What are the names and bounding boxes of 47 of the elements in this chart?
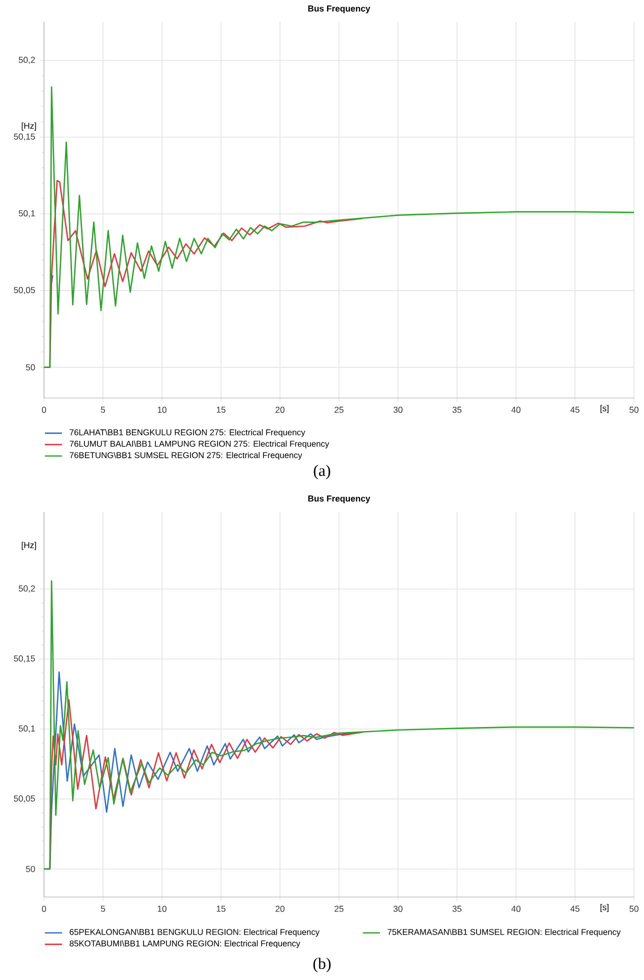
text: (a) [314, 464, 330, 480]
x-tick-label: 15 [216, 906, 226, 912]
x-tick-label: 30 [394, 406, 402, 413]
x-tick-label: 0 [42, 406, 46, 413]
x-tick-label: 45 [570, 406, 580, 413]
y-tick-label: 50,1 [18, 210, 35, 218]
legend-label: 85KOTABUMI\BB1 LAMPUNG REGION: Electrical Frequency [70, 940, 300, 948]
x-tick-label: 25 [334, 406, 344, 413]
y-tick-label: 50,2 [18, 585, 35, 593]
y-tick-label: 50 [26, 364, 35, 370]
legend-label: 76LUMUT BALAI\BB1 LAMPUNG REGION 275: Electrical Frequency [70, 440, 330, 448]
x-tick-label: 40 [511, 906, 520, 912]
x-axis-title: [s] [600, 404, 608, 414]
x-tick-label: 45 [570, 906, 580, 912]
x-tick-label: 35 [452, 906, 462, 912]
legend-label: 75KERAMASAN\BB1 SUMSEL REGION: Electrical Frequency [388, 928, 621, 937]
y-tick-label: 50,05 [14, 287, 35, 294]
y-axis-title: [Hz] [22, 542, 36, 550]
chart-title: Bus Frequency [308, 6, 370, 14]
x-tick-label: 10 [158, 406, 166, 413]
legend-label: 65PEKALONGAN\BB1 BENGKULU REGION: Electrical Frequency [70, 928, 320, 937]
x-tick-label: 20 [276, 906, 284, 912]
y-tick-label: 50,15 [14, 655, 35, 663]
x-tick-label: 15 [216, 406, 226, 413]
line-series [44, 86, 634, 368]
y-tick-label: 50,1 [18, 725, 35, 733]
x-tick-label: 5 [100, 906, 106, 912]
x-tick-label: 30 [394, 906, 402, 912]
text: (b) [313, 958, 331, 972]
x-tick-label: 50 [630, 406, 638, 413]
x-tick-label: 35 [452, 406, 462, 413]
x-tick-label: 0 [42, 906, 46, 912]
y-tick-label: 50,05 [14, 795, 35, 803]
y-tick-label: 50,15 [14, 134, 35, 141]
x-tick-label: 50 [630, 906, 638, 912]
y-axis-title: [Hz] [22, 122, 36, 131]
x-tick-label: 10 [158, 906, 166, 912]
legend-label: 76LAHAT\BB1 BENGKULU REGION 275: Electrical Frequency [70, 429, 306, 437]
legend-label: 76BETUNG\BB1 SUMSEL REGION 275: Electrical Frequency [70, 452, 302, 460]
x-axis-title: [s] [600, 904, 608, 912]
x-tick-label: 20 [276, 406, 284, 413]
chart-title: Bus Frequency [308, 496, 370, 504]
y-tick-label: 50 [26, 866, 35, 872]
y-tick-label: 50,2 [18, 56, 35, 64]
x-tick-label: 5 [100, 406, 106, 413]
x-tick-label: 40 [511, 406, 520, 413]
x-tick-label: 25 [334, 906, 344, 912]
